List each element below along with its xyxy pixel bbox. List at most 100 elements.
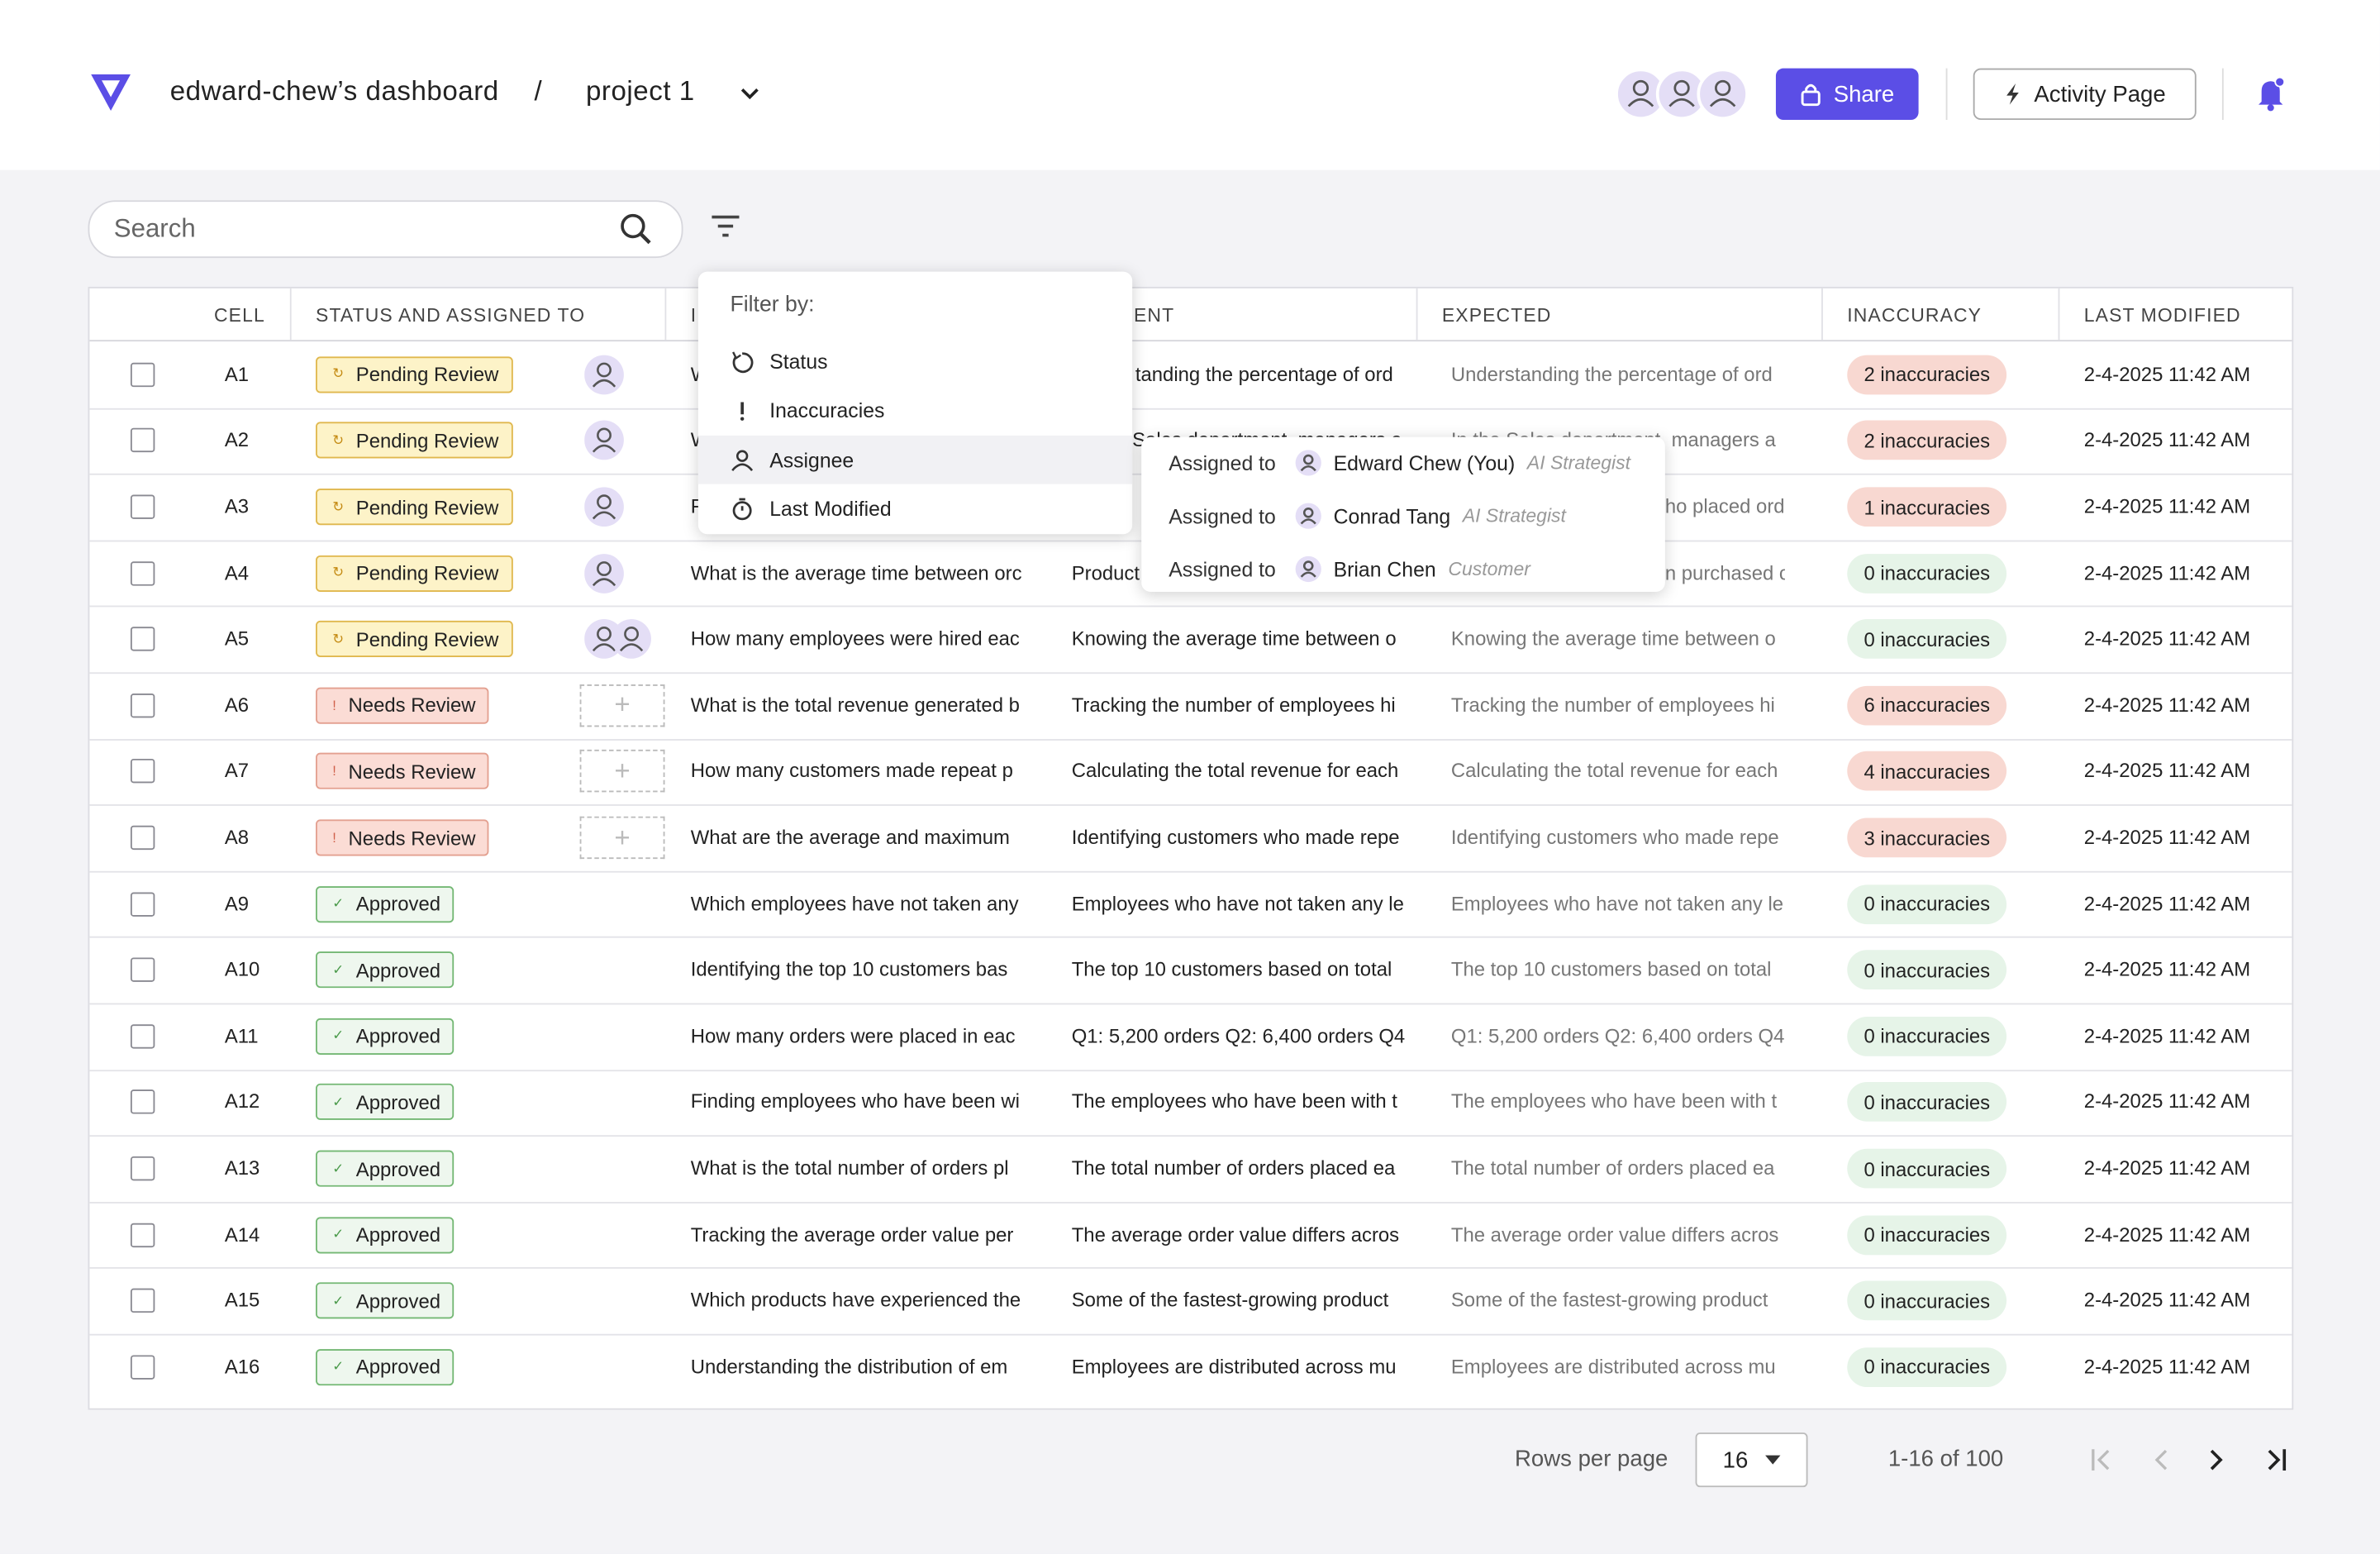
assignee-role: AI Strategist xyxy=(1526,452,1630,474)
status-badge[interactable]: ↻ Pending Review xyxy=(316,422,512,460)
cell-id: A5 xyxy=(224,627,250,651)
inaccuracy-pill[interactable]: 0 inaccuracies xyxy=(1847,1016,2007,1056)
assessment-text: Identifying customers who made repe xyxy=(1071,825,1400,849)
inaccuracy-pill[interactable]: 3 inaccuracies xyxy=(1847,818,2007,858)
question-text: Identifying the top 10 customers bas xyxy=(690,957,1008,981)
status-badge[interactable]: ! Needs Review xyxy=(316,819,490,856)
assessment-text: The average order value differs acros xyxy=(1071,1222,1400,1246)
assessment-text: Product xyxy=(1071,560,1140,584)
inaccuracy-pill[interactable]: 0 inaccuracies xyxy=(1847,1280,2007,1321)
row-checkbox[interactable] xyxy=(130,891,155,917)
row-checkbox[interactable] xyxy=(130,825,155,851)
activity-button[interactable]: Activity Page xyxy=(1973,68,2197,121)
last-page-button[interactable] xyxy=(2264,1447,2288,1474)
row-checkbox[interactable] xyxy=(130,957,155,983)
expected-text: Calculating the total revenue for each xyxy=(1450,759,1778,783)
inaccuracy-pill[interactable]: 0 inaccuracies xyxy=(1847,950,2007,990)
search-box[interactable]: Search xyxy=(88,200,683,259)
row-checkbox[interactable] xyxy=(130,1355,155,1380)
assignee-option[interactable]: Assigned to Edward Chew (You) AI Strategis… xyxy=(1169,448,1630,479)
inaccuracy-pill[interactable]: 6 inaccuracies xyxy=(1847,685,2007,726)
status-badge[interactable]: ! Needs Review xyxy=(316,687,490,724)
previous-page-button[interactable] xyxy=(2149,1447,2173,1474)
inaccuracy-pill[interactable]: 0 inaccuracies xyxy=(1847,1347,2007,1387)
inaccuracy-pill[interactable]: 0 inaccuracies xyxy=(1847,553,2007,593)
last-modified: 2-4-2025 11:42 AM xyxy=(2083,825,2251,849)
project-dropdown[interactable] xyxy=(738,83,762,105)
status-badge[interactable]: ! Needs Review xyxy=(316,753,490,790)
status-badge[interactable]: ↻ Pending Review xyxy=(316,555,512,592)
status-badge[interactable]: ✓ Approved xyxy=(316,1348,455,1385)
next-page-button[interactable] xyxy=(2204,1447,2228,1474)
status-badge[interactable]: ✓ Approved xyxy=(316,1150,455,1187)
row-checkbox[interactable] xyxy=(130,627,155,651)
inaccuracy-pill[interactable]: 0 inaccuracies xyxy=(1847,1082,2007,1123)
row-checkbox[interactable] xyxy=(130,362,155,387)
last-modified: 2-4-2025 11:42 AM xyxy=(2083,1089,2251,1113)
filter-option-icon xyxy=(730,496,755,522)
first-page-button[interactable] xyxy=(2088,1447,2112,1474)
filter-option[interactable]: Status xyxy=(698,337,1132,386)
assignee-option[interactable]: Assigned to Conrad Tang AI Strategist xyxy=(1169,501,1566,532)
expected-text: The average order value differs acros xyxy=(1450,1222,1779,1246)
row-divider xyxy=(89,408,2292,409)
status-icon: ✓ xyxy=(332,1292,345,1308)
row-divider xyxy=(89,1003,2292,1005)
logo[interactable] xyxy=(88,71,134,113)
add-assignee[interactable]: + xyxy=(579,750,665,794)
status-badge[interactable]: ↻ Pending Review xyxy=(316,621,512,658)
status-label: Pending Review xyxy=(355,429,499,452)
filter-option[interactable]: Inaccuracies xyxy=(698,386,1132,435)
assignee-avatar-graphic xyxy=(584,355,624,394)
inaccuracy-pill[interactable]: 0 inaccuracies xyxy=(1847,1214,2007,1255)
inaccuracy-pill[interactable]: 1 inaccuracies xyxy=(1847,487,2007,527)
inaccuracy-pill[interactable]: 2 inaccuracies xyxy=(1847,355,2007,394)
activity-label: Activity Page xyxy=(2034,81,2166,107)
inaccuracy-pill[interactable]: 0 inaccuracies xyxy=(1847,884,2007,924)
add-assignee[interactable]: + xyxy=(579,684,665,727)
inaccuracy-pill[interactable]: 2 inaccuracies xyxy=(1847,421,2007,460)
top-bar: edward-chew’s dashboard / project 1 Shar… xyxy=(0,0,2380,170)
status-badge[interactable]: ✓ Approved xyxy=(316,951,455,989)
divider xyxy=(1945,68,1948,121)
row-checkbox[interactable] xyxy=(130,759,155,784)
share-button[interactable]: Share xyxy=(1775,68,1919,121)
row-checkbox[interactable] xyxy=(130,1289,155,1313)
status-label: Approved xyxy=(355,958,441,982)
inaccuracy-pill[interactable]: 0 inaccuracies xyxy=(1847,1148,2007,1189)
question-text: What is the total revenue generated b xyxy=(690,693,1020,717)
status-badge[interactable]: ✓ Approved xyxy=(316,1216,455,1253)
filter-option[interactable]: Assignee xyxy=(697,435,1133,484)
status-label: Approved xyxy=(355,892,441,916)
inaccuracy-pill[interactable]: 0 inaccuracies xyxy=(1847,619,2007,660)
notifications[interactable] xyxy=(2255,76,2288,112)
collaborator-avatars[interactable] xyxy=(1615,68,1751,121)
status-badge[interactable]: ✓ Approved xyxy=(316,1282,455,1319)
row-divider xyxy=(89,672,2292,675)
project-name[interactable]: project 1 xyxy=(585,75,695,107)
status-badge[interactable]: ↻ Pending Review xyxy=(316,489,512,526)
dashboard-name[interactable]: edward-chew’s dashboard xyxy=(169,75,499,107)
cell-id: A16 xyxy=(224,1355,260,1378)
status-badge[interactable]: ✓ Approved xyxy=(316,885,455,922)
row-checkbox[interactable] xyxy=(130,428,155,453)
row-checkbox[interactable] xyxy=(130,1023,155,1049)
row-checkbox[interactable] xyxy=(130,560,155,585)
status-badge[interactable]: ✓ Approved xyxy=(316,1084,455,1121)
row-checkbox[interactable] xyxy=(130,1156,155,1181)
row-checkbox[interactable] xyxy=(130,1089,155,1115)
row-checkbox[interactable] xyxy=(130,1222,155,1247)
inaccuracy-pill[interactable]: 4 inaccuracies xyxy=(1847,751,2007,792)
status-badge[interactable]: ✓ Approved xyxy=(316,1018,455,1055)
row-checkbox[interactable] xyxy=(130,693,155,718)
filter-button[interactable] xyxy=(709,212,742,240)
status-label: Approved xyxy=(355,1156,441,1180)
filter-option[interactable]: Last Modified xyxy=(698,485,1132,534)
row-checkbox[interactable] xyxy=(130,494,155,519)
status-label: Pending Review xyxy=(355,627,499,651)
status-badge[interactable]: ↻ Pending Review xyxy=(316,356,512,393)
rows-per-page-select[interactable]: 16 xyxy=(1695,1432,1808,1488)
column-header: I xyxy=(690,305,697,327)
assignee-option[interactable]: Assigned to Brian Chen Customer xyxy=(1169,554,1530,584)
add-assignee[interactable]: + xyxy=(579,816,665,860)
